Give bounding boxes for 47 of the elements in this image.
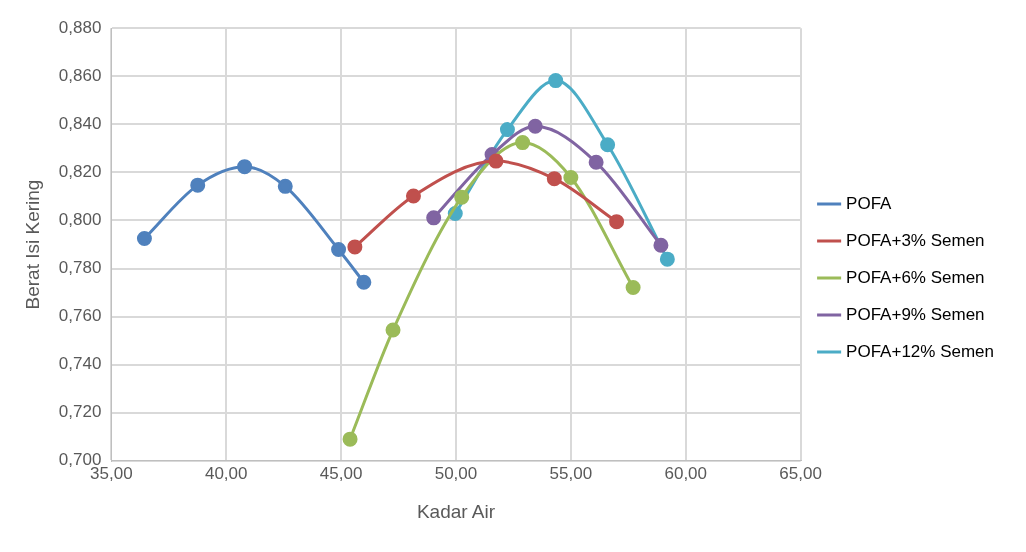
legend-label: POFA+3% Semen	[846, 230, 985, 250]
point	[347, 239, 363, 255]
legend-label: POFA+9% Semen	[846, 304, 985, 324]
point	[546, 171, 562, 187]
legend-label: POFA	[846, 193, 893, 213]
y-tick-label: 0,800	[58, 210, 102, 230]
point	[426, 210, 442, 226]
point	[548, 73, 564, 89]
y-tick-label: 0,880	[58, 17, 102, 37]
y-tick-label: 0,820	[58, 162, 102, 182]
point	[237, 159, 253, 175]
point	[653, 237, 669, 253]
legend-label: POFA+6% Semen	[846, 267, 985, 287]
point	[515, 135, 531, 151]
point	[136, 230, 152, 246]
y-tick-label: 0,780	[58, 258, 102, 278]
x-tick-label: 45,00	[319, 463, 363, 483]
point	[405, 188, 421, 204]
point	[625, 280, 641, 296]
y-axis-title: Berat Isi Kering	[21, 179, 43, 310]
point	[659, 251, 675, 267]
y-tick-label: 0,740	[58, 354, 102, 374]
y-tick-label: 0,860	[58, 65, 102, 85]
point	[356, 274, 372, 290]
point	[342, 431, 358, 447]
y-tick-label: 0,840	[58, 114, 102, 134]
point	[488, 153, 504, 169]
point	[588, 154, 604, 170]
point	[563, 169, 579, 185]
point	[331, 242, 347, 258]
point	[277, 178, 293, 194]
y-tick-label: 0,760	[58, 306, 102, 326]
point	[454, 189, 470, 205]
x-tick-label: 65,00	[779, 463, 822, 483]
x-tick-label: 60,00	[664, 463, 708, 483]
point	[385, 322, 401, 338]
x-tick-label: 55,00	[549, 463, 593, 483]
x-tick-label: 40,00	[204, 463, 248, 483]
point	[600, 137, 616, 153]
y-tick-label: 0,720	[58, 402, 102, 422]
point	[499, 122, 515, 138]
point	[609, 214, 625, 230]
legend-label: POFA+12% Semen	[846, 341, 994, 361]
point	[190, 177, 206, 193]
point	[527, 118, 543, 134]
x-axis-title: Kadar Air	[416, 500, 496, 522]
x-tick-label: 50,00	[434, 463, 478, 483]
